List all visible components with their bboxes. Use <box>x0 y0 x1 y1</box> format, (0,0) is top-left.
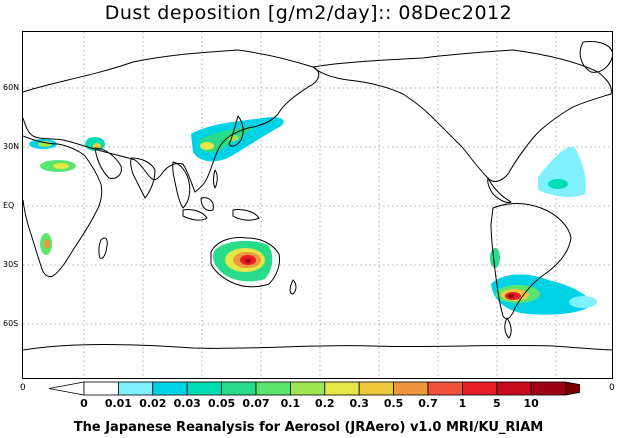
colorbar-tick-label: 0.01 <box>104 397 132 410</box>
colorbar-tick-label: 0.02 <box>139 397 167 410</box>
colorbar-tick-label: 0.03 <box>173 397 201 410</box>
colorbar <box>48 381 580 396</box>
lat-label-60s: 60S <box>3 319 19 328</box>
colorbar-boxes <box>48 381 580 396</box>
colorbar-box <box>461 381 498 396</box>
footer-credit: The Japanese Reanalysis for Aerosol (JRA… <box>73 420 544 435</box>
colorbar-tick-label: 0.05 <box>208 397 236 410</box>
colorbar-tick-label: 0.5 <box>383 397 404 410</box>
colorbar-box <box>496 381 532 396</box>
colorbar-box <box>255 381 291 396</box>
lat-label-60n: 60N <box>3 83 20 92</box>
map-panel <box>22 31 613 379</box>
colorbar-box <box>427 381 463 396</box>
colorbar-tick-label: 1 <box>458 397 467 410</box>
colorbar-box <box>186 381 222 396</box>
colorbar-tick-label: 0.07 <box>242 397 270 410</box>
colorbar-box <box>530 381 567 396</box>
axis-edge-label-right: 0 <box>609 383 615 393</box>
colorbar-tick-label: 0 <box>80 397 88 410</box>
colorbar-tick-label: 10 <box>523 397 539 410</box>
colorbar-tick-label: 0.7 <box>418 397 438 410</box>
colorbar-tick-label: 0.1 <box>280 397 301 410</box>
colorbar-box <box>118 381 154 396</box>
graticule <box>23 32 612 378</box>
world-map <box>23 32 612 378</box>
coastlines <box>23 41 612 351</box>
dust-deposition-fields <box>29 117 597 315</box>
colorbar-box <box>324 381 360 396</box>
colorbar-box <box>152 381 188 396</box>
colorbar-tick-label: 0.2 <box>315 397 335 410</box>
colorbar-tick-label: 0.3 <box>349 397 369 410</box>
colorbar-box <box>393 381 429 396</box>
lat-label-30s: 30S <box>3 260 19 269</box>
colorbar-tick-label: 5 <box>492 397 501 410</box>
colorbar-box <box>358 381 395 396</box>
colorbar-box <box>289 381 326 396</box>
lat-label-eq: EQ <box>3 201 15 210</box>
axis-edge-label-left: 0 <box>20 383 26 393</box>
lat-label-30n: 30N <box>3 142 20 151</box>
map-title: Dust deposition [g/m2/day]:: 08Dec2012 <box>104 2 513 24</box>
colorbar-under-arrow <box>48 381 85 396</box>
colorbar-box <box>83 381 119 396</box>
colorbar-over-arrow <box>565 381 580 396</box>
colorbar-box <box>221 381 257 396</box>
